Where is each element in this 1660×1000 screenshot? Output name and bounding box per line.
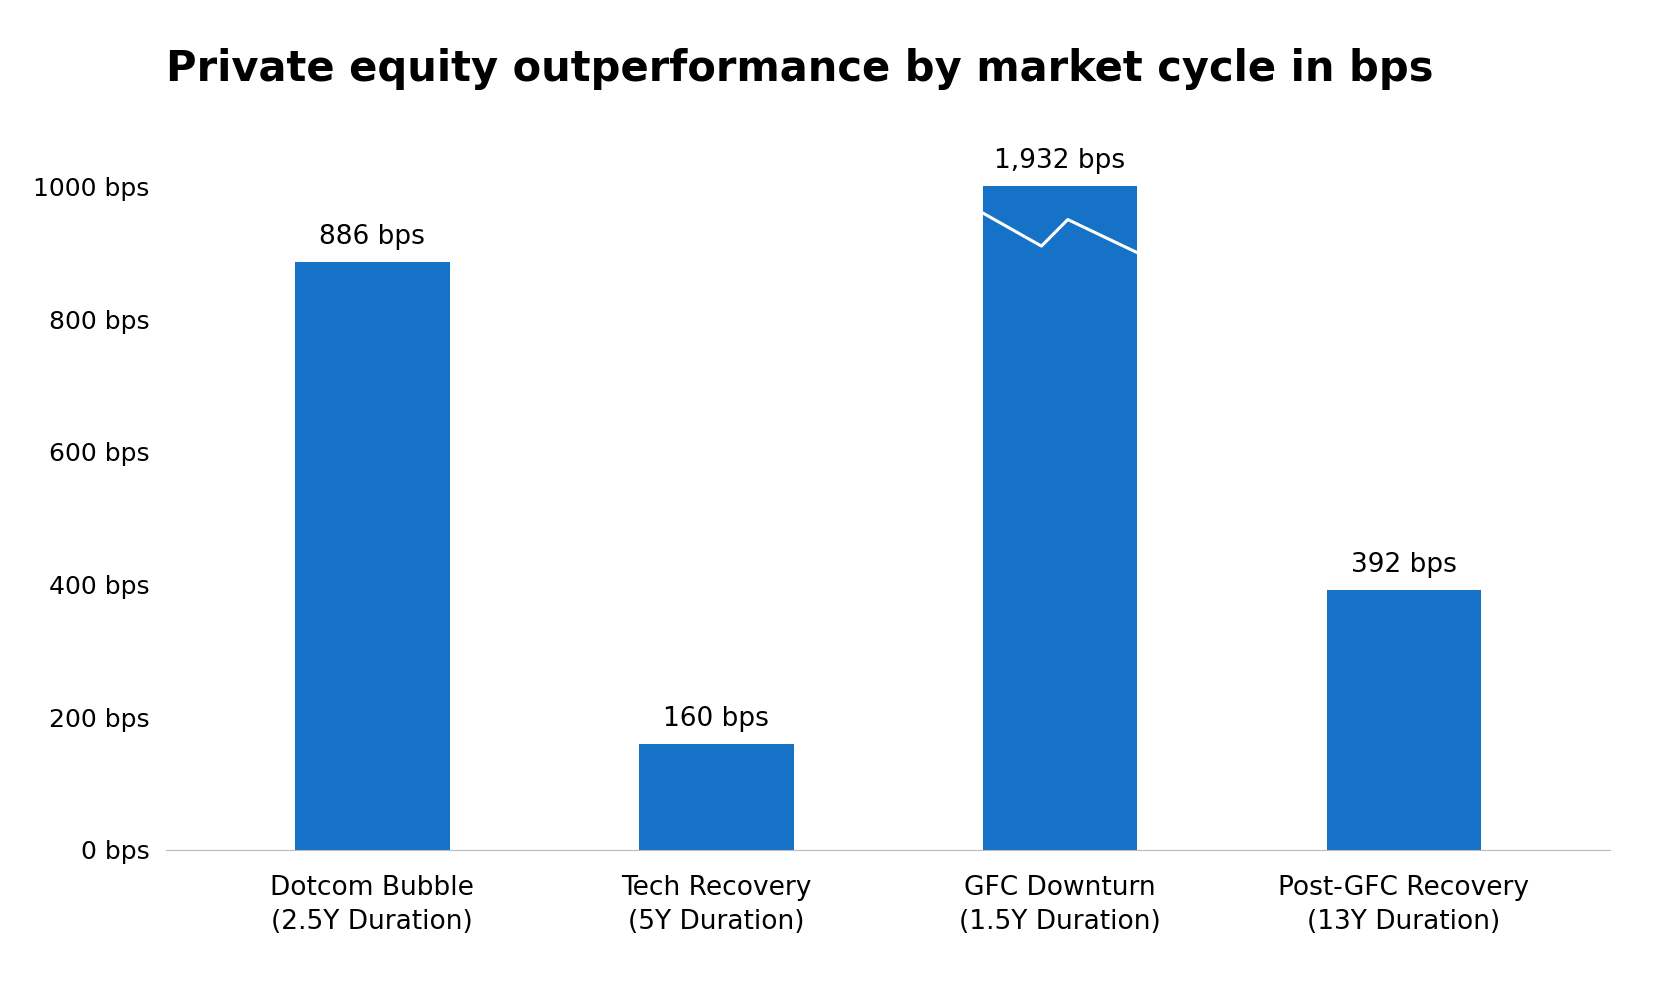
Text: 392 bps: 392 bps bbox=[1351, 552, 1457, 578]
Bar bbox=[1326, 590, 1481, 850]
Text: 160 bps: 160 bps bbox=[664, 706, 769, 732]
Text: 1,932 bps: 1,932 bps bbox=[994, 148, 1125, 174]
Text: 886 bps: 886 bps bbox=[319, 224, 425, 250]
Bar bbox=[983, 186, 1137, 850]
Bar bbox=[639, 744, 793, 850]
Bar bbox=[295, 262, 450, 850]
Text: Private equity outperformance by market cycle in bps: Private equity outperformance by market … bbox=[166, 48, 1434, 90]
